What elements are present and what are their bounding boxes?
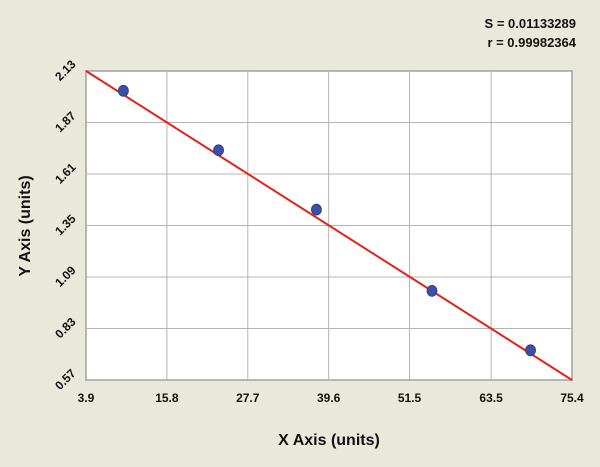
y-tick-label: 2.13 (52, 57, 79, 84)
y-tick-label: 0.57 (52, 366, 79, 393)
x-tick-label: 15.8 (155, 391, 179, 405)
data-point (525, 344, 536, 357)
x-tick-label: 27.7 (236, 391, 260, 405)
stat-s: S = 0.01133289 (484, 16, 576, 31)
x-axis-title: X Axis (units) (278, 432, 380, 449)
points-layer (117, 84, 536, 357)
y-tick-labels: 2.13 1.87 1.61 1.35 1.09 0.83 0.57 (52, 57, 79, 393)
x-tick-label: 39.6 (317, 391, 341, 405)
y-tick-label: 1.87 (52, 108, 79, 135)
y-tick-label: 1.09 (52, 263, 79, 290)
data-point (426, 284, 438, 297)
data-point (213, 144, 224, 157)
x-tick-label: 51.5 (398, 391, 422, 405)
x-tick-label: 3.9 (78, 391, 95, 405)
y-axis-title: Y Axis (units) (17, 175, 34, 276)
y-tick-label: 0.83 (52, 314, 79, 341)
fit-line-layer (85, 70, 573, 381)
data-point (311, 203, 322, 216)
y-tick-label: 1.35 (52, 211, 79, 238)
x-tick-label: 63.5 (479, 391, 503, 405)
stat-r: r = 0.99982364 (487, 35, 576, 50)
fit-line (85, 70, 573, 381)
data-point (117, 84, 129, 97)
regression-stats: S = 0.01133289 r = 0.99982364 (485, 14, 576, 52)
x-tick-label: 75.4 (560, 391, 584, 405)
x-tick-labels: 3.9 15.8 27.7 39.6 51.5 63.5 75.4 (78, 391, 584, 405)
y-tick-label: 1.61 (52, 160, 79, 187)
